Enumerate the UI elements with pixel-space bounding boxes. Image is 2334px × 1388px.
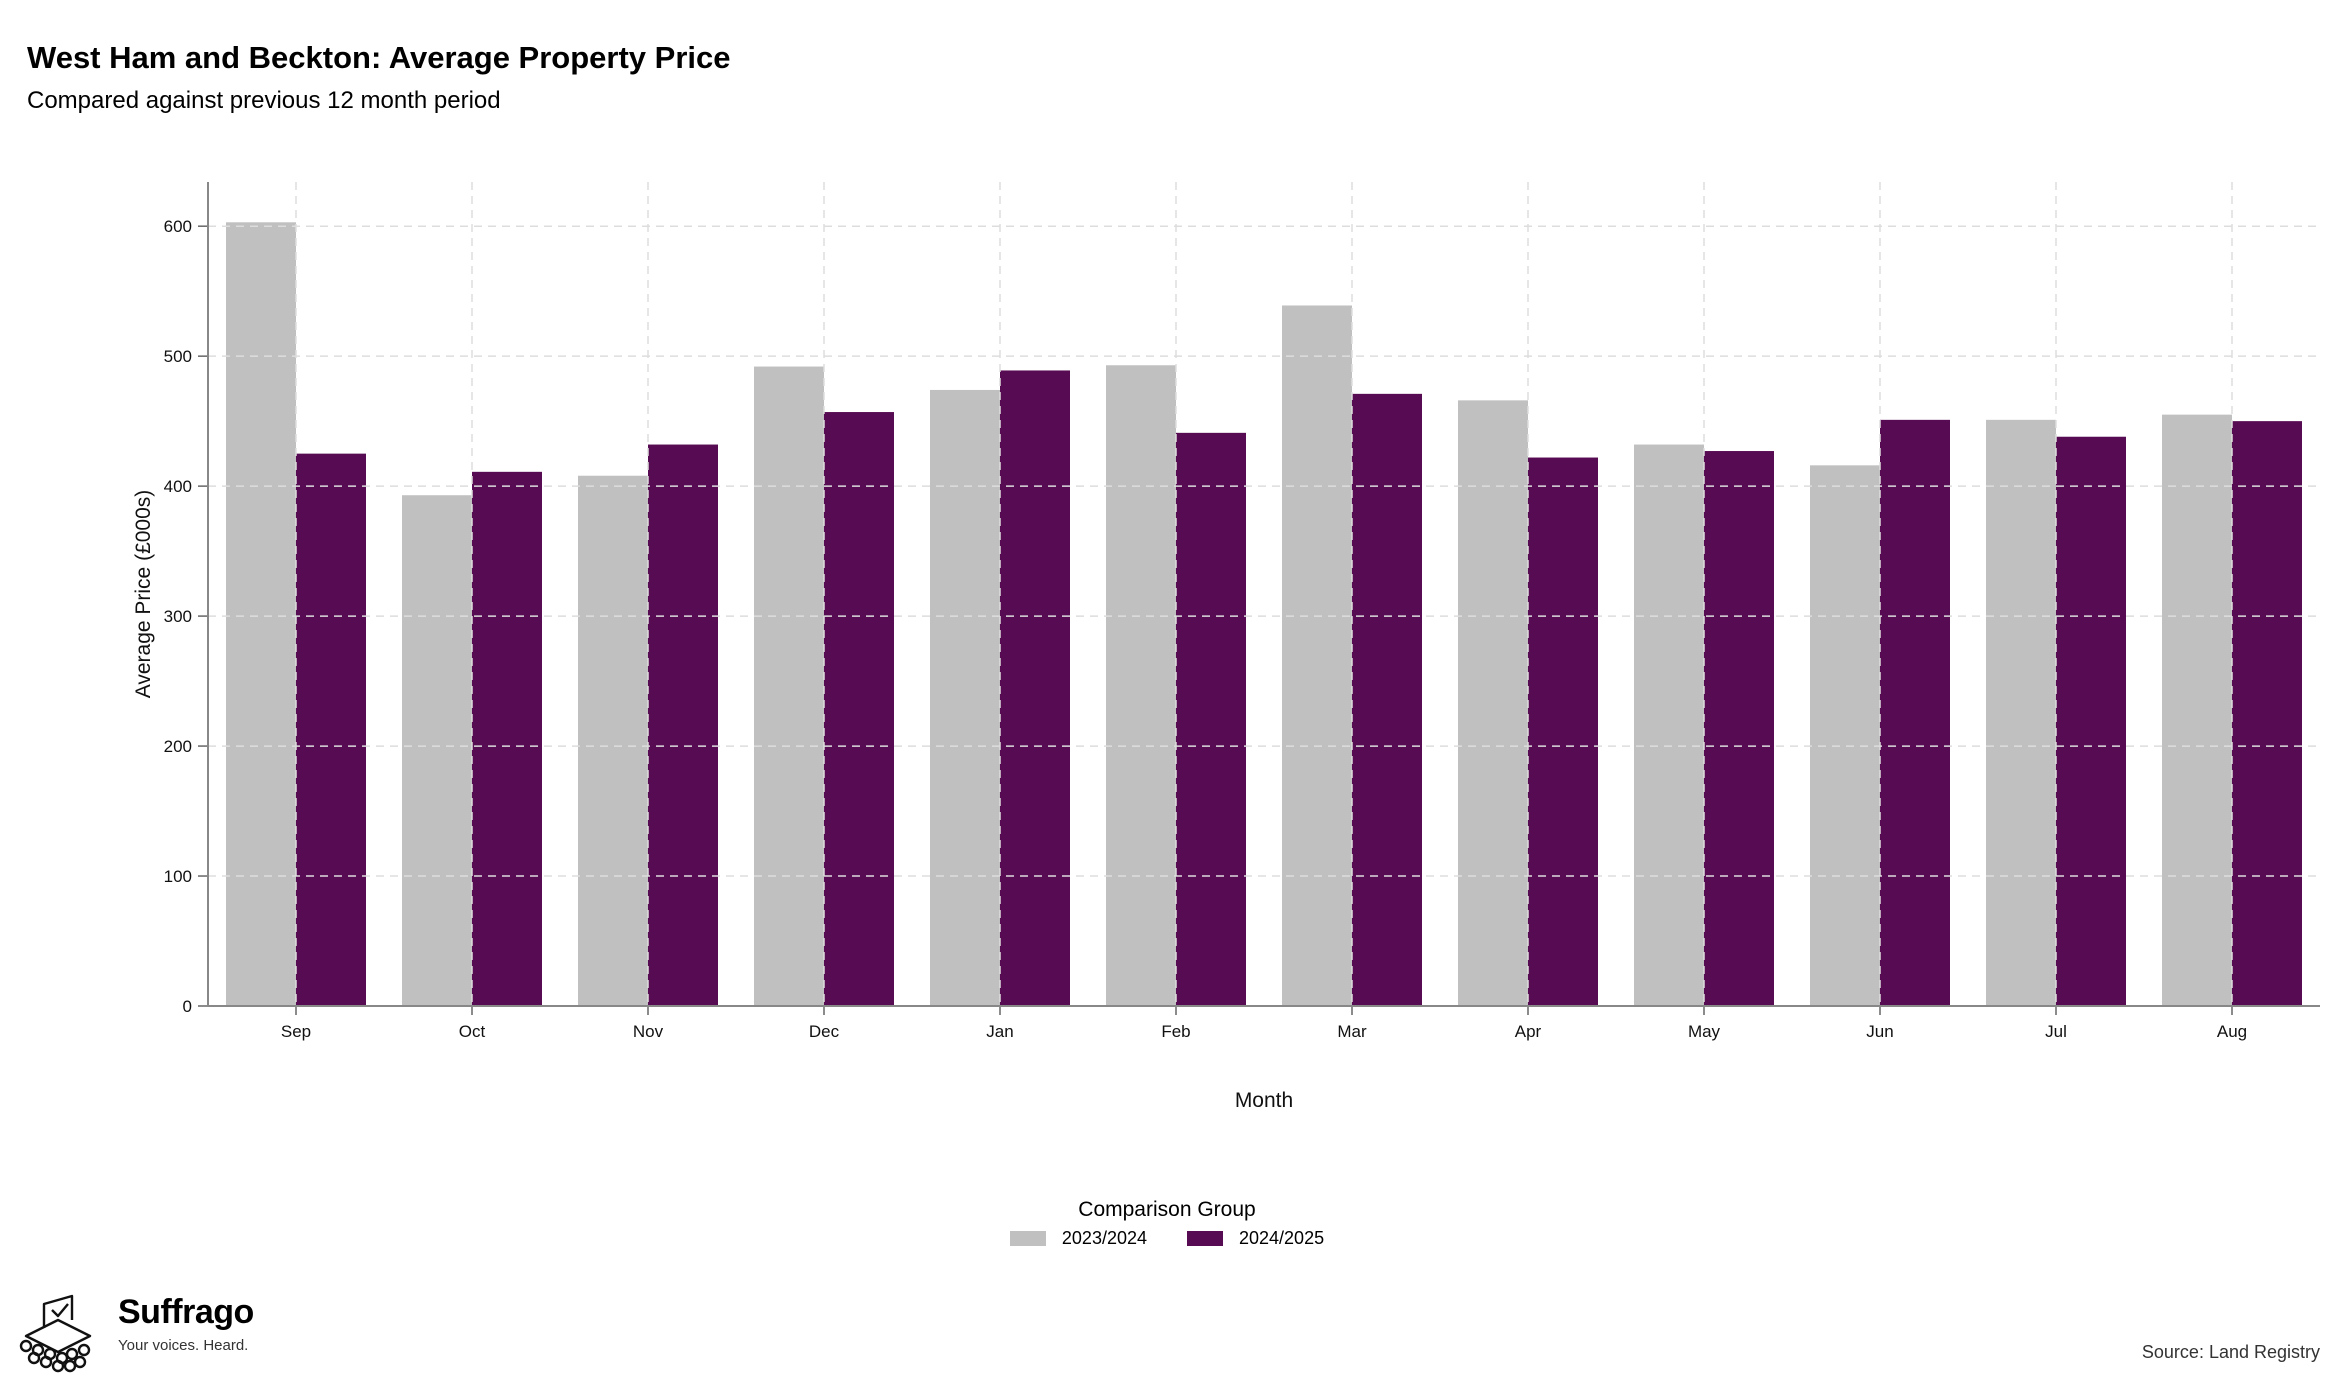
brand-tagline: Your voices. Heard. — [118, 1337, 249, 1355]
bar-chart: Month Average Price (£000s) 0 100 200 300 40… — [132, 182, 2320, 1112]
bar-2024-2025-may — [1704, 451, 1774, 1007]
legend-label: 2024/2025 — [1239, 1228, 1325, 1248]
x-tick-label: Aug — [2217, 1022, 2247, 1041]
y-tick-label: 500 — [164, 347, 192, 366]
legend-item-2023-2024: 2023/2024 — [1009, 1228, 1147, 1249]
bar-2023-2024-jul — [1986, 419, 2056, 1006]
brand-name: Suffrago — [118, 1293, 254, 1331]
bar-2023-2024-sep — [226, 222, 296, 1006]
bar-2024-2025-dec — [824, 412, 894, 1006]
y-tick-label: 600 — [164, 217, 192, 236]
bar-2024-2025-apr — [1528, 457, 1598, 1007]
bar-2023-2024-may — [1634, 444, 1704, 1007]
x-tick-label: Dec — [809, 1022, 840, 1041]
legend-swatch — [1187, 1231, 1223, 1246]
y-tick-label: 300 — [164, 607, 192, 626]
brand-text: Suffrago Your voices. Heard. — [118, 1293, 254, 1355]
bar-2024-2025-mar — [1352, 393, 1422, 1006]
y-tick-label: 100 — [164, 867, 192, 886]
bar-2023-2024-feb — [1106, 365, 1176, 1007]
x-tick-label: Apr — [1515, 1022, 1542, 1041]
bar-2023-2024-oct — [402, 495, 472, 1006]
x-tick-label: Feb — [1161, 1022, 1190, 1041]
x-tick-label: Nov — [633, 1022, 664, 1041]
chart-title: West Ham and Beckton: Average Property P… — [27, 40, 731, 75]
bar-2024-2025-jan — [1000, 370, 1070, 1007]
source-note: Source: Land Registry — [2141, 1342, 2320, 1362]
bar-2023-2024-aug — [2162, 414, 2232, 1006]
bar-2024-2025-aug — [2232, 421, 2302, 1006]
y-axis-title: Average Price (£000s) — [132, 490, 155, 699]
x-tick-label: Jul — [2045, 1022, 2067, 1041]
x-tick-label: Mar — [1337, 1022, 1367, 1041]
legend-swatch — [1009, 1231, 1046, 1246]
legend-item-2024-2025: 2024/2025 — [1187, 1228, 1324, 1249]
y-tick-label: 400 — [164, 477, 192, 496]
bar-2023-2024-dec — [754, 366, 824, 1007]
x-axis-title: Month — [1235, 1089, 1293, 1112]
bar-2024-2025-oct — [472, 471, 542, 1006]
bar-2024-2025-jun — [1880, 419, 1950, 1006]
brand-logo: Suffrago Your voices. Heard. — [14, 1293, 254, 1374]
bar-2023-2024-jan — [930, 389, 1000, 1006]
bars — [226, 222, 2302, 1007]
bar-2023-2024-nov — [578, 475, 648, 1006]
x-tick-label: Sep — [281, 1022, 311, 1041]
legend-items: 2023/2024 2024/2025 — [0, 1228, 2334, 1249]
bar-2024-2025-feb — [1176, 432, 1246, 1006]
bar-2023-2024-jun — [1810, 465, 1880, 1006]
bar-2024-2025-jul — [2056, 436, 2126, 1006]
legend: Comparison Group 2023/2024 2024/2025 — [0, 1198, 2334, 1249]
x-tick-label: May — [1688, 1022, 1721, 1041]
axes: 0 100 200 300 400 500 600 Sep Oct Nov Dec Jan Feb Mar… — [164, 182, 2320, 1041]
bar-2024-2025-sep — [296, 453, 366, 1007]
bar-2024-2025-nov — [648, 444, 718, 1007]
legend-title: Comparison Group — [1078, 1198, 1256, 1221]
bar-2023-2024-mar — [1282, 305, 1352, 1006]
x-tick-label: Oct — [459, 1022, 486, 1041]
x-tick-label: Jun — [1866, 1022, 1893, 1041]
chart-subtitle: Compared against previous 12 month perio… — [27, 87, 501, 114]
x-tick-label: Jan — [986, 1022, 1013, 1041]
ballot-box-icon — [19, 1294, 92, 1373]
y-tick-label: 0 — [183, 997, 192, 1016]
bar-2023-2024-apr — [1458, 400, 1528, 1006]
legend-label: 2023/2024 — [1061, 1228, 1147, 1248]
y-tick-label: 200 — [164, 737, 192, 756]
grid-lines — [208, 182, 2320, 1006]
